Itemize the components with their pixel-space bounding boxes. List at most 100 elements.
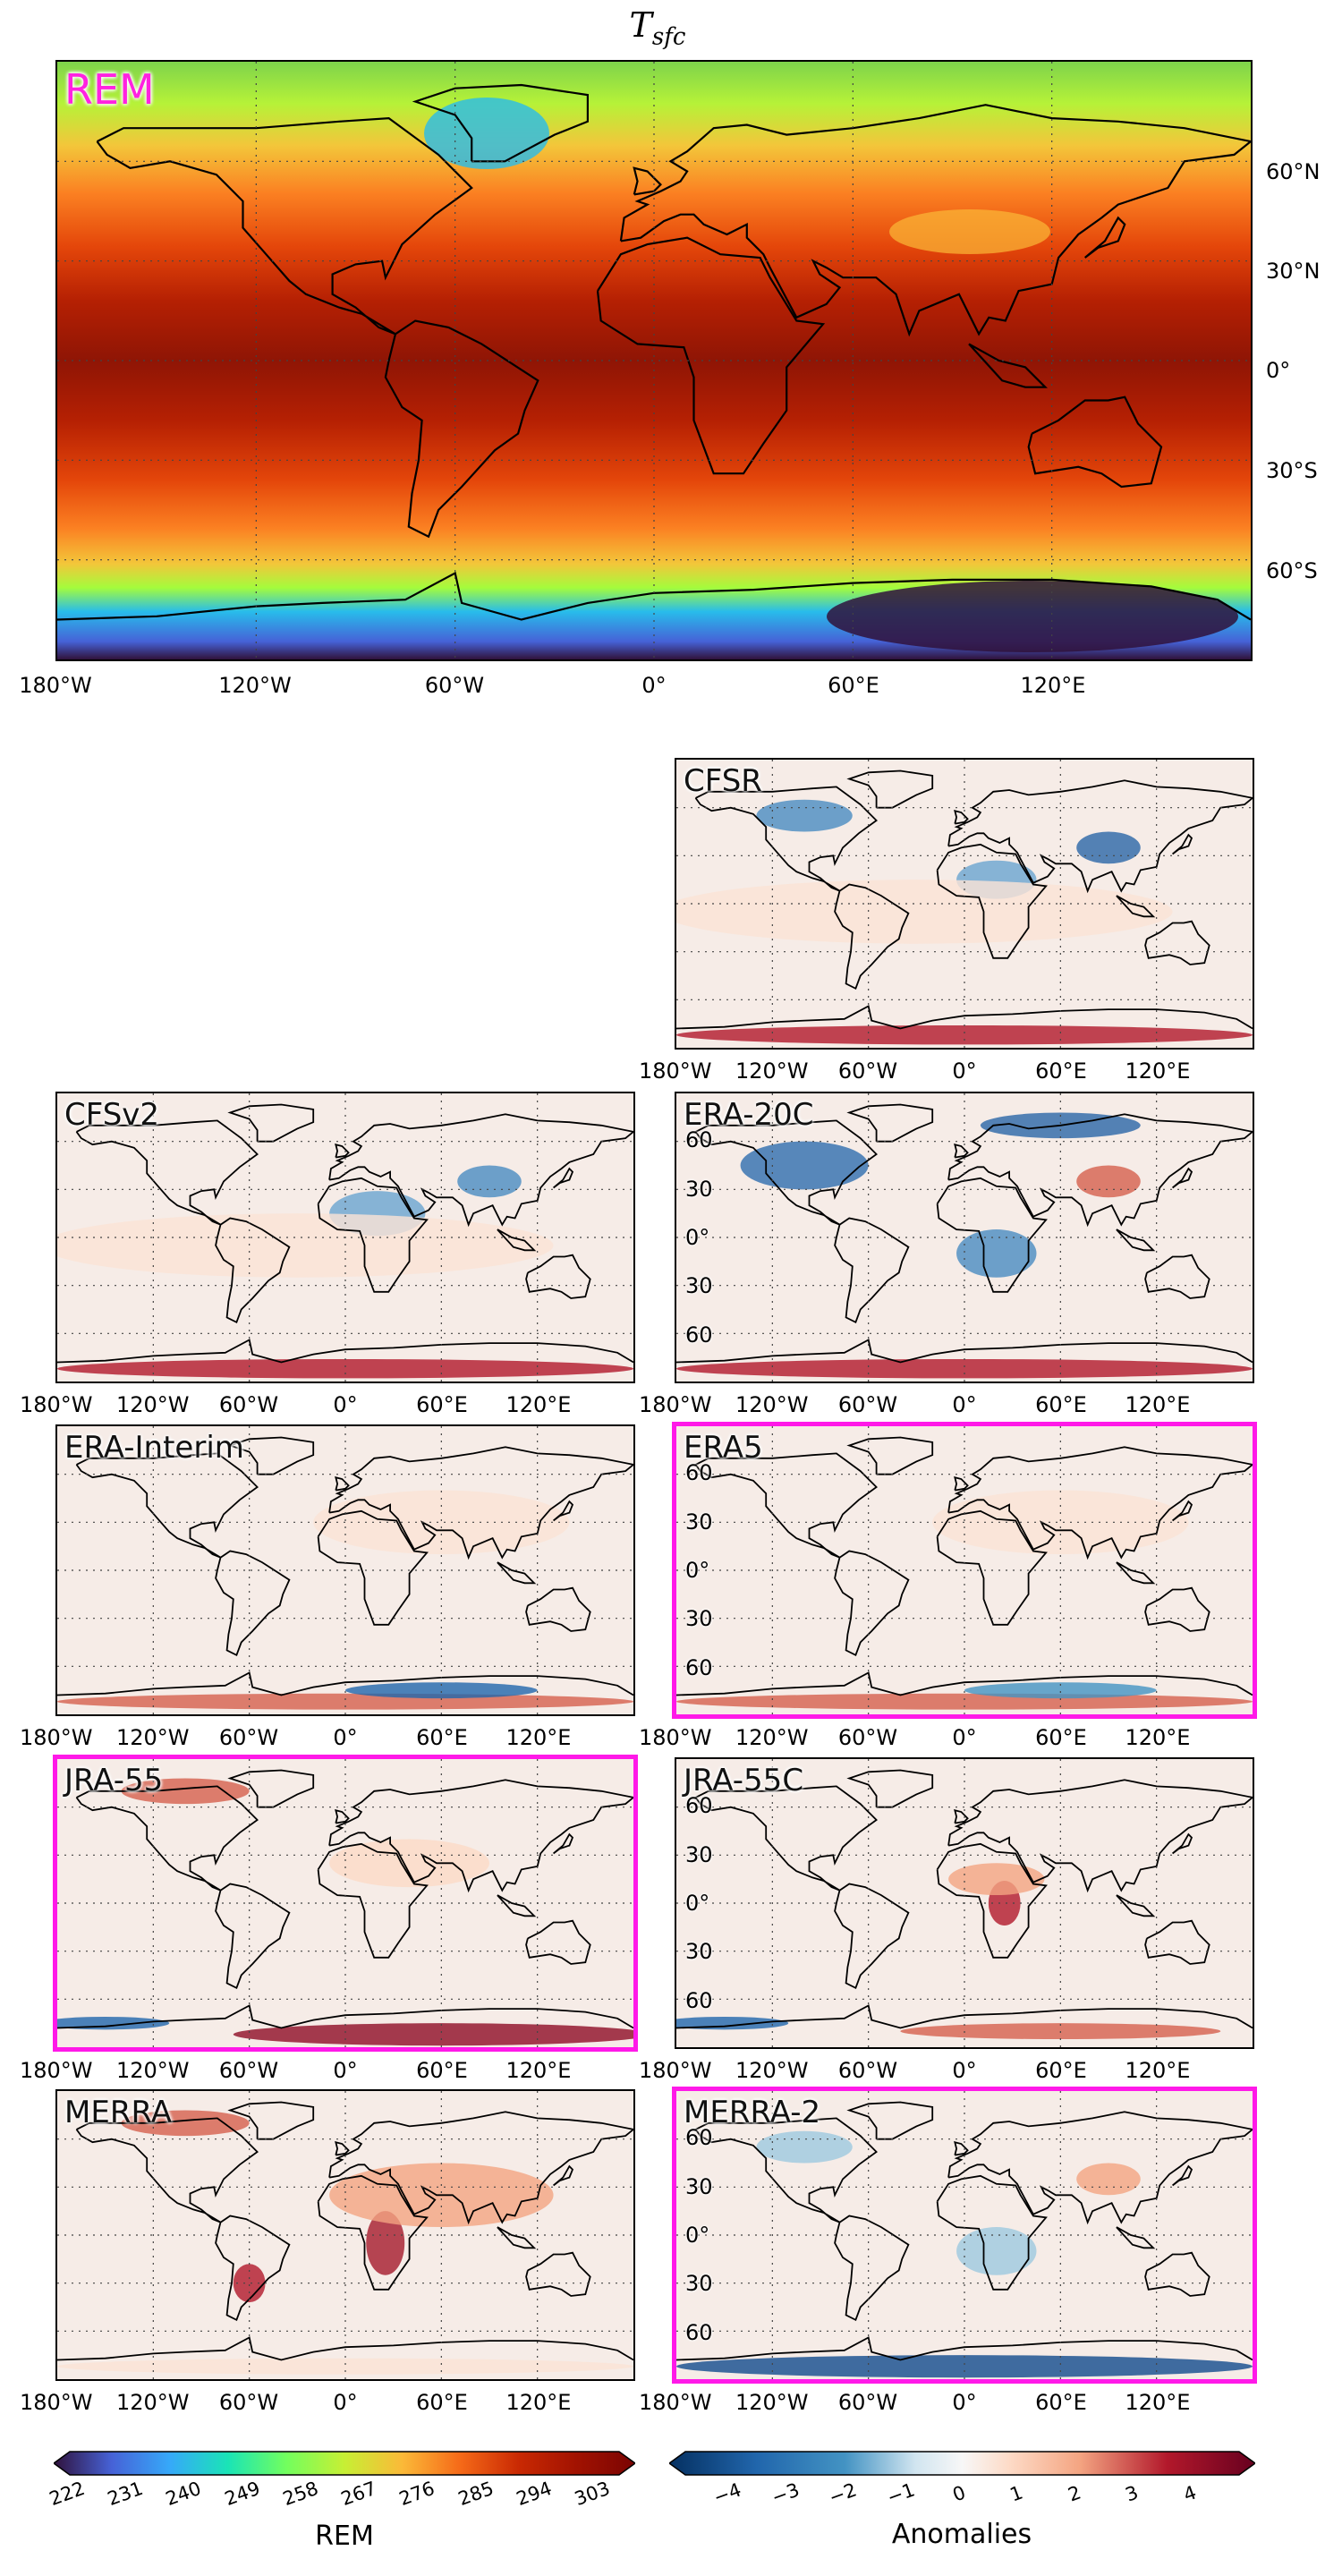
colorbar-tick-label: 1 bbox=[1007, 2481, 1026, 2506]
lon-tick-label: 120°W bbox=[116, 2390, 190, 2415]
coastline bbox=[846, 769, 934, 809]
lat-tick-label: 30 bbox=[685, 1176, 713, 1202]
coastline bbox=[676, 1671, 1253, 1696]
rem-colorbar-title: REM bbox=[315, 2521, 374, 2552]
coastline bbox=[75, 1785, 259, 1892]
anomaly-field bbox=[57, 1426, 633, 1714]
coastline bbox=[936, 2174, 1048, 2291]
anomaly-region bbox=[121, 2110, 250, 2137]
coastline bbox=[936, 1842, 1048, 1959]
anomaly-region bbox=[57, 1213, 554, 1278]
lon-tick-label: 0° bbox=[952, 1392, 977, 1417]
lon-tick-label: 0° bbox=[333, 1392, 358, 1417]
coastline bbox=[227, 1103, 315, 1143]
coastline bbox=[497, 1894, 537, 1917]
lon-tick-label: 60°E bbox=[828, 673, 879, 698]
coastline bbox=[954, 1143, 969, 1159]
panel-jra-55c: JRA-55C bbox=[675, 1757, 1254, 2049]
coastline bbox=[936, 843, 1048, 959]
anomaly-region bbox=[121, 1778, 250, 1805]
lon-tick-label: 180°W bbox=[20, 1725, 93, 1750]
anomaly-region bbox=[676, 1024, 1253, 1045]
lon-tick-label: 60°E bbox=[1035, 1725, 1087, 1750]
lon-tick-label: 60°W bbox=[837, 1058, 898, 1084]
coastline bbox=[317, 2174, 429, 2291]
panel-jra-55: JRA-55 bbox=[53, 1755, 638, 2052]
coastline bbox=[57, 2336, 633, 2361]
anomaly-field bbox=[676, 1759, 1253, 2047]
coastline bbox=[497, 1228, 537, 1252]
coastline bbox=[96, 116, 473, 336]
coastline bbox=[525, 2251, 591, 2297]
lat-tick-label: 60°N bbox=[1266, 159, 1321, 184]
anomaly-field bbox=[676, 1093, 1253, 1382]
panel-label: JRA-55 bbox=[64, 1763, 164, 1798]
anomaly-colorbar-title: Anomalies bbox=[891, 2519, 1032, 2550]
anomaly-region bbox=[1076, 2163, 1141, 2196]
lon-tick-label: 120°E bbox=[505, 1392, 572, 1417]
coastline bbox=[846, 1769, 934, 1808]
anomaly-region bbox=[366, 2211, 405, 2275]
lon-tick-label: 120°E bbox=[1125, 1392, 1191, 1417]
lon-tick-label: 120°E bbox=[505, 2390, 572, 2415]
colorbar-tick-label: 303 bbox=[572, 2477, 613, 2511]
colorbar-tick-label: −2 bbox=[826, 2478, 860, 2509]
lon-tick-label: 60°W bbox=[837, 1725, 898, 1750]
coastline bbox=[1116, 1894, 1156, 1917]
coastline bbox=[846, 2101, 934, 2140]
coastline bbox=[619, 104, 1251, 337]
lat-tick-label: 60 bbox=[685, 1793, 713, 1819]
coastline bbox=[947, 1113, 1253, 1228]
coastline bbox=[328, 1113, 633, 1228]
coastline bbox=[694, 1452, 878, 1559]
coastline bbox=[694, 1785, 878, 1892]
lat-tick-label: 0° bbox=[685, 1891, 710, 1916]
anomaly-region bbox=[233, 2264, 266, 2303]
lon-tick-label: 180°W bbox=[639, 1392, 712, 1417]
figure-title: Tsfc bbox=[629, 5, 686, 51]
coastline bbox=[834, 1550, 910, 1657]
panel-era-interim: ERA-Interim bbox=[55, 1424, 635, 1716]
anomaly-region bbox=[756, 2130, 853, 2164]
coastline bbox=[834, 2215, 910, 2322]
coastline bbox=[328, 2111, 633, 2225]
lon-tick-label: 60°W bbox=[218, 1392, 279, 1417]
lon-tick-label: 180°W bbox=[639, 2058, 712, 2083]
lon-tick-label: 60°E bbox=[1035, 2390, 1087, 2415]
colorbar-tick-label: 231 bbox=[105, 2477, 147, 2511]
lon-tick-label: 60°E bbox=[1035, 1392, 1087, 1417]
colorbar-tick-label: −3 bbox=[768, 2478, 803, 2509]
coastline bbox=[676, 2004, 1253, 2029]
coastline bbox=[834, 1883, 910, 1990]
coastline bbox=[75, 2117, 259, 2223]
coastline bbox=[317, 1177, 429, 1293]
lon-tick-label: 120°W bbox=[735, 1392, 809, 1417]
coastline bbox=[947, 1779, 1253, 1893]
lat-tick-label: 30 bbox=[685, 1841, 713, 1867]
panel-label: JRA-55C bbox=[684, 1763, 804, 1798]
coastline bbox=[525, 1586, 591, 1632]
coastline bbox=[846, 1436, 934, 1475]
panel-label: CFSv2 bbox=[64, 1097, 160, 1133]
lon-tick-label: 120°E bbox=[1125, 1725, 1191, 1750]
anomaly-region bbox=[457, 1165, 522, 1198]
lat-tick-label: 30 bbox=[685, 2173, 713, 2199]
coastline bbox=[1116, 1228, 1156, 1252]
lat-tick-label: 0° bbox=[685, 1558, 710, 1583]
lon-tick-label: 120°W bbox=[218, 673, 292, 698]
lon-tick-label: 120°W bbox=[735, 1725, 809, 1750]
coastline bbox=[227, 2101, 315, 2140]
panel-label: ERA-Interim bbox=[64, 1430, 244, 1466]
lat-tick-label: 0° bbox=[685, 1225, 710, 1250]
coastline bbox=[954, 1475, 969, 1492]
lon-tick-label: 120°E bbox=[505, 2058, 572, 2083]
lat-tick-label: 0° bbox=[1266, 358, 1291, 383]
panel-label: MERRA bbox=[64, 2095, 172, 2130]
coastline bbox=[954, 809, 969, 825]
lon-tick-label: 60°W bbox=[218, 2058, 279, 2083]
coastline bbox=[335, 1475, 350, 1492]
anomaly-field bbox=[57, 1093, 633, 1382]
anomaly-field bbox=[676, 760, 1253, 1048]
coastline bbox=[553, 2164, 574, 2187]
anomaly-region bbox=[57, 2358, 633, 2375]
